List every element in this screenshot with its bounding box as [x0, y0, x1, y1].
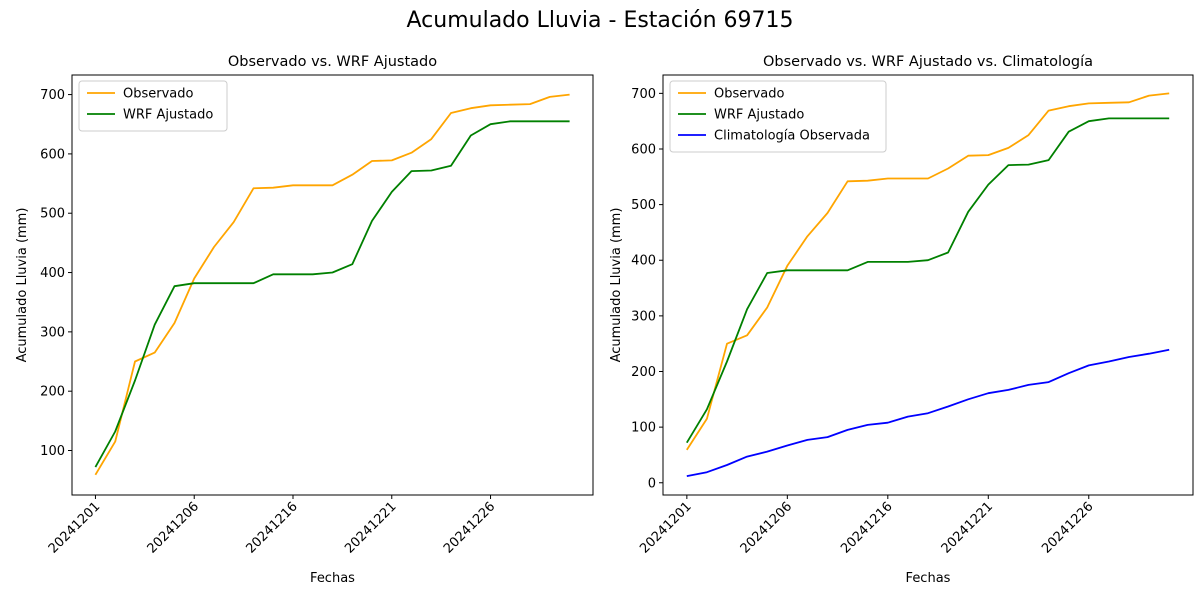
- plot-area: [71, 74, 594, 496]
- y-axis-label: Acumulado Lluvia (mm): [15, 208, 30, 363]
- y-tick-label: 600: [40, 147, 65, 162]
- x-tick-label: 20241221: [939, 499, 996, 556]
- x-tick-label: 20241226: [441, 499, 498, 556]
- plot-area: [662, 74, 1194, 496]
- x-tick-label: 20241206: [145, 499, 202, 556]
- chart-title: Observado vs. WRF Ajustado: [228, 54, 437, 70]
- figure-title: Acumulado Lluvia - Estación 69715: [406, 8, 794, 33]
- series-line-1: [686, 117, 1170, 444]
- x-tick-label: 20241216: [838, 499, 895, 556]
- x-tick-label: 20241206: [738, 499, 795, 556]
- y-tick-label: 200: [40, 385, 65, 400]
- y-tick-label: 200: [631, 365, 656, 380]
- y-tick-label: 400: [40, 266, 65, 281]
- y-tick-label: 600: [631, 142, 656, 157]
- x-tick-label: 20241201: [637, 499, 694, 556]
- y-axis-label: Acumulado Lluvia (mm): [609, 208, 624, 363]
- legend-label: WRF Ajustado: [123, 108, 213, 123]
- chart-observado-vs-wrf-vs-climatologia: Observado vs. WRF Ajustado vs. Climatolo…: [609, 54, 1194, 586]
- series-line-0: [94, 93, 570, 476]
- series-line-1: [94, 120, 570, 468]
- series-line-0: [686, 92, 1170, 451]
- x-tick-label: 20241201: [46, 499, 103, 556]
- legend-label: WRF Ajustado: [714, 108, 804, 123]
- x-tick-label: 20241221: [342, 499, 399, 556]
- y-tick-label: 500: [40, 207, 65, 222]
- y-tick-label: 700: [40, 88, 65, 103]
- legend: [78, 80, 228, 132]
- x-tick-label: 20241226: [1039, 499, 1096, 556]
- y-tick-label: 100: [40, 444, 65, 459]
- chart-title: Observado vs. WRF Ajustado vs. Climatolo…: [763, 54, 1093, 70]
- y-tick-label: 0: [648, 476, 656, 491]
- legend-label: Observado: [123, 87, 194, 102]
- y-tick-label: 500: [631, 198, 656, 213]
- legend: [669, 80, 887, 153]
- y-tick-label: 100: [631, 421, 656, 436]
- x-tick-label: 20241216: [243, 499, 300, 556]
- y-tick-label: 700: [631, 87, 656, 102]
- y-tick-label: 300: [631, 309, 656, 324]
- y-tick-label: 400: [631, 254, 656, 269]
- y-tick-label: 300: [40, 325, 65, 340]
- series-line-2: [686, 348, 1170, 477]
- chart-observado-vs-wrf: Observado vs. WRF Ajustado 100 200 300 400 50…: [15, 54, 594, 586]
- x-axis-label: Fechas: [906, 571, 951, 586]
- legend-label: Climatología Observada: [714, 129, 870, 144]
- x-axis-label: Fechas: [310, 571, 355, 586]
- legend-label: Observado: [714, 87, 785, 102]
